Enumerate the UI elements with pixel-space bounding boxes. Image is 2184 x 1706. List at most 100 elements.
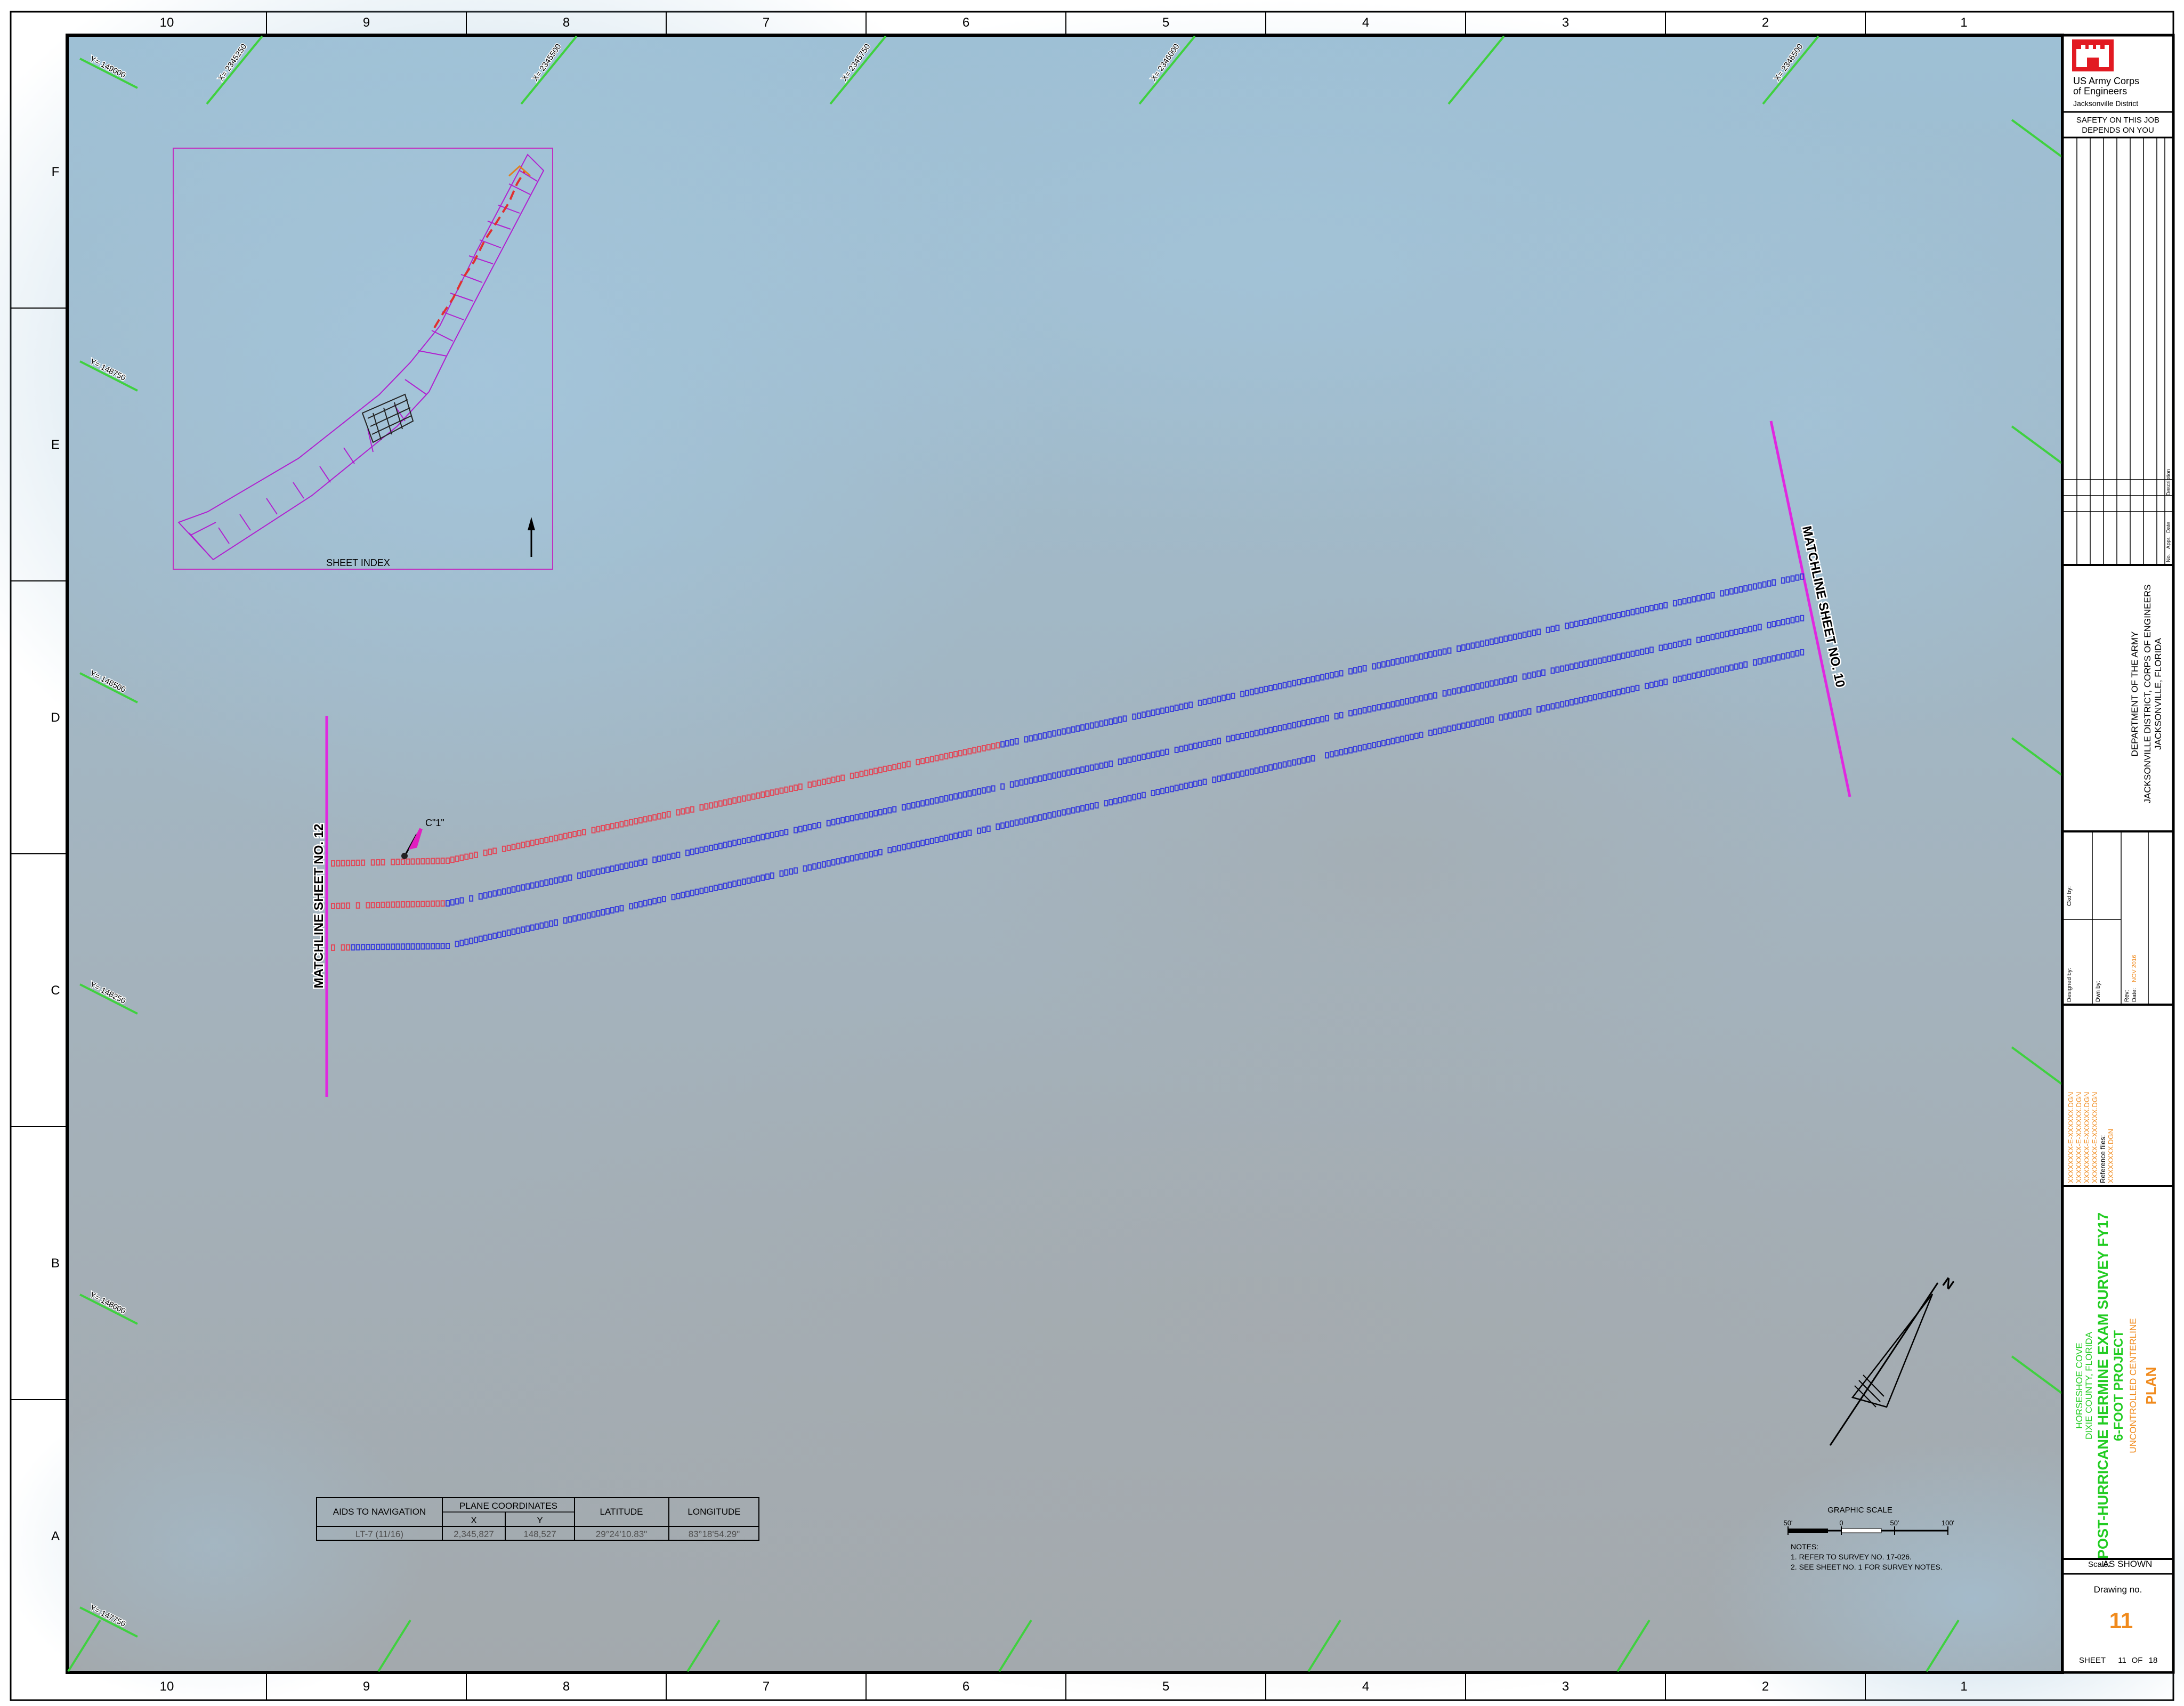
note-1: 1. REFER TO SURVEY NO. 17-026. bbox=[1791, 1553, 1912, 1561]
sounding-line bbox=[331, 615, 1805, 909]
plan-label: PLAN bbox=[2143, 1367, 2159, 1405]
x-header: X bbox=[471, 1515, 476, 1525]
revision-header: Appr. bbox=[2166, 537, 2172, 549]
date-value: NOV 2016 bbox=[2131, 955, 2138, 982]
aid-lat-cell: 29°24'10.83" bbox=[596, 1529, 647, 1539]
dept-line-1: DEPARTMENT OF THE ARMY bbox=[2130, 632, 2140, 757]
scale-value: AS SHOWN bbox=[2103, 1559, 2153, 1569]
title-block: US Army Corps of Engineers Jacksonville … bbox=[2061, 34, 2175, 1674]
file-line-3: XXXXXXXX-E-XXXXXX.DGN bbox=[2083, 1092, 2091, 1183]
file-line-1: XXXXXXXX-E-XXXXXX.DGN bbox=[2067, 1092, 2075, 1183]
drawn-by-label: Dwn by: bbox=[2095, 981, 2101, 1002]
longitude-header: LONGITUDE bbox=[687, 1507, 740, 1517]
grid-col-bottom-6: 6 bbox=[962, 1679, 969, 1694]
grid-col-bottom-4: 4 bbox=[1362, 1679, 1369, 1694]
sheet-number: 11 bbox=[2118, 1656, 2126, 1665]
aid-lon-cell: 83°18'54.29" bbox=[689, 1529, 740, 1539]
grid-row-B: B bbox=[51, 1256, 60, 1271]
notes-title: NOTES: bbox=[1791, 1542, 1818, 1551]
sheet-total: 18 bbox=[2149, 1656, 2158, 1665]
department-block: DEPARTMENT OF THE ARMY JACKSONVILLE DIST… bbox=[2130, 585, 2163, 804]
designer-block bbox=[2064, 831, 2149, 1005]
org-line-1: US Army Corps bbox=[2073, 76, 2139, 86]
aids-header: AIDS TO NAVIGATION bbox=[333, 1507, 426, 1517]
grid-row-D: D bbox=[51, 710, 60, 725]
aid-y-cell: 148,527 bbox=[523, 1529, 556, 1539]
matchline-left: MATCHLINE SHEET NO. 12 bbox=[311, 716, 328, 1097]
grid-col-bottom-7: 7 bbox=[763, 1679, 770, 1694]
rev-label: Rev: bbox=[2124, 990, 2130, 1002]
safety-line-2: DEPENDS ON YOU bbox=[2082, 126, 2154, 135]
inset-north-arrow bbox=[528, 517, 535, 557]
file-line-2: XXXXXXXX-E-XXXXXX.DGN bbox=[2075, 1092, 2083, 1183]
grid-row-C: C bbox=[51, 983, 60, 998]
sounding-lines bbox=[331, 573, 1805, 951]
sounding-line bbox=[331, 649, 1805, 951]
y-header: Y bbox=[537, 1515, 543, 1525]
safety-line-1: SAFETY ON THIS JOB bbox=[2076, 116, 2159, 125]
file-line-5: Reference files: bbox=[2099, 1135, 2107, 1183]
grid-col-top-5: 5 bbox=[1162, 15, 1169, 30]
grid-col-top-4: 4 bbox=[1362, 15, 1369, 30]
aids-to-navigation-table: AIDS TO NAVIGATION PLANE COORDINATES X Y… bbox=[316, 1497, 759, 1541]
designed-by-label: Designed by: bbox=[2066, 968, 2073, 1002]
project-line-2: DIXIE COUNTY, FLORIDA bbox=[2084, 1331, 2094, 1439]
grid-col-bottom-1: 1 bbox=[1960, 1679, 1967, 1694]
grid-col-bottom-9: 9 bbox=[363, 1679, 370, 1694]
dept-line-2: JACKSONVILLE DISTRICT, CORPS OF ENGINEER… bbox=[2142, 585, 2153, 804]
grid-row-A: A bbox=[51, 1529, 60, 1543]
grid-row-E: E bbox=[51, 438, 60, 452]
grid-column-labels-top: 10 9 8 7 6 5 4 3 2 1 bbox=[160, 15, 1968, 30]
grid-col-top-7: 7 bbox=[763, 15, 770, 30]
revision-header: No. bbox=[2166, 554, 2172, 562]
dept-line-3: JACKSONVILLE, FLORIDA bbox=[2153, 637, 2163, 749]
north-arrow: N bbox=[1829, 1274, 1957, 1446]
grid-col-top-6: 6 bbox=[962, 15, 969, 30]
checked-by-label: Ckd by: bbox=[2066, 886, 2073, 906]
grid-col-bottom-2: 2 bbox=[1762, 1679, 1769, 1694]
grid-col-top-2: 2 bbox=[1762, 15, 1769, 30]
grid-col-bottom-5: 5 bbox=[1162, 1679, 1169, 1694]
revision-block: Description Date Appr. No. bbox=[2064, 138, 2172, 565]
grid-col-bottom-3: 3 bbox=[1562, 1679, 1569, 1694]
matchline-left-label: MATCHLINE SHEET NO. 12 bbox=[312, 824, 326, 989]
grid-row-F: F bbox=[52, 165, 60, 179]
grid-col-top-1: 1 bbox=[1960, 15, 1967, 30]
file-block: XXXXXXXX-E-XXXXXX.DGN XXXXXXXX-E-XXXXXX.… bbox=[2067, 1092, 2115, 1183]
usace-logo bbox=[2072, 39, 2114, 71]
org-line-2: of Engineers bbox=[2073, 86, 2127, 96]
revision-header: Description bbox=[2166, 469, 2172, 496]
grid-col-top-9: 9 bbox=[363, 15, 370, 30]
note-2: 2. SEE SHEET NO. 1 FOR SURVEY NOTES. bbox=[1791, 1563, 1943, 1571]
sheet-word: SHEET bbox=[2079, 1656, 2106, 1665]
scale-label: Scale: bbox=[2088, 1560, 2110, 1569]
grid-col-bottom-10: 10 bbox=[160, 1679, 174, 1694]
graphic-scale: GRAPHIC SCALE 50' 0 50' 100' bbox=[1784, 1506, 1954, 1535]
scale-tick-3: 50' bbox=[1890, 1519, 1899, 1527]
plane-coords-header: PLANE COORDINATES bbox=[459, 1501, 557, 1511]
nav-aid-marker: C"1" bbox=[401, 818, 444, 859]
scale-tick-2: 0 bbox=[1839, 1519, 1843, 1527]
nav-aid-label: C"1" bbox=[425, 818, 444, 828]
sheet-of: OF bbox=[2132, 1656, 2143, 1665]
grid-col-top-3: 3 bbox=[1562, 15, 1569, 30]
file-line-6: XXXXXXXX.DGN bbox=[2107, 1129, 2115, 1183]
scale-tick-1: 50' bbox=[1784, 1519, 1793, 1527]
grid-column-labels-bottom: 10 9 8 7 6 5 4 3 2 1 bbox=[160, 1679, 1968, 1694]
file-line-4: XXXXXXXX-E-XXXXXX.DGN bbox=[2091, 1092, 2099, 1183]
aid-name-cell: LT-7 (11/16) bbox=[355, 1529, 403, 1539]
grid-col-bottom-8: 8 bbox=[563, 1679, 570, 1694]
district-name: Jacksonville District bbox=[2073, 99, 2138, 108]
sheet-count: SHEET 11 OF 18 bbox=[2079, 1656, 2157, 1665]
project-title: HORSESHOE COVE DIXIE COUNTY, FLORIDA POS… bbox=[2074, 1212, 2159, 1559]
aid-x-cell: 2,345,827 bbox=[454, 1529, 494, 1539]
latitude-header: LATITUDE bbox=[600, 1507, 643, 1517]
revision-header: Date bbox=[2166, 521, 2172, 533]
drawing-no-label: Drawing no. bbox=[2094, 1584, 2142, 1595]
sheet-index-inset: SHEET INDEX bbox=[173, 148, 553, 570]
sounding-line bbox=[331, 573, 1805, 867]
grid-col-top-10: 10 bbox=[160, 15, 174, 30]
graphic-scale-title: GRAPHIC SCALE bbox=[1827, 1506, 1892, 1515]
project-line-1: HORSESHOE COVE bbox=[2074, 1343, 2084, 1429]
